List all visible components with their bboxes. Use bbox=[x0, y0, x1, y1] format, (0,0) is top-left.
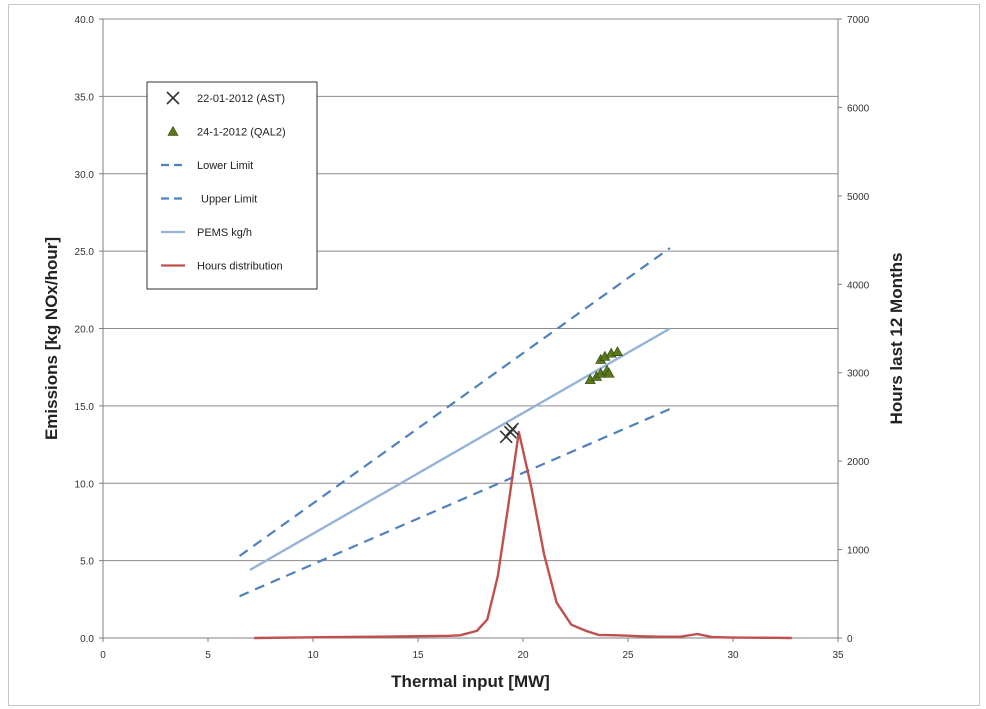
series-line-lower-limit bbox=[238, 247, 671, 557]
legend-label: 24-1-2012 (QAL2) bbox=[197, 127, 286, 139]
point-24-1-2012-qal2 bbox=[603, 367, 615, 378]
y-tick-label: 15.0 bbox=[75, 402, 95, 413]
legend-label: 22-01-2012 (AST) bbox=[197, 93, 285, 105]
legend-label: Hours distribution bbox=[197, 261, 283, 273]
x-tick-label: 20 bbox=[517, 650, 529, 661]
x-tick-label: 10 bbox=[307, 650, 319, 661]
y2-tick-label: 6000 bbox=[847, 103, 870, 114]
y-tick-label: 5.0 bbox=[80, 557, 94, 568]
legend-marker-22-01-2012-ast-stroke bbox=[166, 91, 180, 105]
x-tick-labels: 0 5 10 15 20 25 30 35 bbox=[100, 650, 844, 661]
point-24-1-2012-qal2 bbox=[611, 346, 624, 357]
y-tick-label: 40.0 bbox=[75, 15, 95, 26]
x-tick-label: 15 bbox=[412, 650, 424, 661]
legend: 22-01-2012 (AST) 24-1-2012 (QAL2) Lower Li… bbox=[146, 81, 318, 290]
legend-marker-22-01-2012-ast bbox=[166, 91, 180, 105]
legend-item-pems-kg-h: PEMS kg/h bbox=[161, 227, 252, 239]
y2-tick-label: 2000 bbox=[847, 457, 870, 468]
y2-axis-title: Hours last 12 Months bbox=[887, 253, 906, 425]
y2-tick-label: 0 bbox=[847, 634, 853, 645]
x-tick-label: 0 bbox=[100, 650, 106, 661]
y-tick-label: 0.0 bbox=[80, 634, 94, 645]
x-tick-label: 25 bbox=[622, 650, 634, 661]
legend-item-upper-limit: Upper Limit bbox=[161, 194, 257, 206]
legend-label: Lower Limit bbox=[197, 160, 253, 172]
series-line-upper-limit bbox=[239, 407, 671, 598]
y-tick-label: 25.0 bbox=[75, 247, 95, 258]
x-tick-label: 5 bbox=[205, 650, 211, 661]
y2-tick-label: 3000 bbox=[847, 369, 870, 380]
point-22-01-2012-ast-stroke bbox=[505, 422, 520, 436]
y2-tick-label: 1000 bbox=[847, 546, 870, 557]
y-tick-label: 10.0 bbox=[75, 479, 95, 490]
series-layer bbox=[238, 247, 792, 640]
y2-tick-label: 5000 bbox=[847, 192, 870, 203]
legend-item-22-01-2012-ast: 22-01-2012 (AST) bbox=[166, 91, 285, 105]
legend-label: Upper Limit bbox=[201, 194, 257, 206]
y-tick-label: 20.0 bbox=[75, 325, 95, 336]
y2-tick-label: 4000 bbox=[847, 280, 870, 291]
x-tick-label: 30 bbox=[727, 650, 739, 661]
legend-label: PEMS kg/h bbox=[197, 227, 252, 239]
y-tick-label: 30.0 bbox=[75, 170, 95, 181]
legend-item-hours-distribution: Hours distribution bbox=[161, 261, 283, 273]
legend-item-lower-limit: Lower Limit bbox=[161, 160, 253, 172]
legend-box bbox=[146, 81, 318, 290]
x-axis-title: Thermal input [MW] bbox=[391, 672, 550, 691]
y-tick-labels: 0.0 5.0 10.0 15.0 20.0 25.0 30.0 35.0 40.0 bbox=[75, 15, 95, 645]
y-axis-title: Emissions [kg NOx/hour] bbox=[42, 237, 61, 440]
y2-tick-labels: 0 1000 2000 3000 4000 5000 6000 7000 bbox=[847, 15, 870, 645]
x-tick-label: 35 bbox=[832, 650, 844, 661]
legend-item-24-1-2012-qal2: 24-1-2012 (QAL2) bbox=[167, 125, 286, 139]
y-tick-label: 35.0 bbox=[75, 92, 95, 103]
y2-tick-label: 7000 bbox=[847, 15, 870, 26]
point-22-01-2012-ast bbox=[505, 422, 520, 436]
legend-marker-24-1-2012-qal2 bbox=[167, 125, 179, 136]
series-line-hours-distribution bbox=[254, 430, 792, 640]
series-line-pems-kg-h bbox=[249, 327, 671, 571]
